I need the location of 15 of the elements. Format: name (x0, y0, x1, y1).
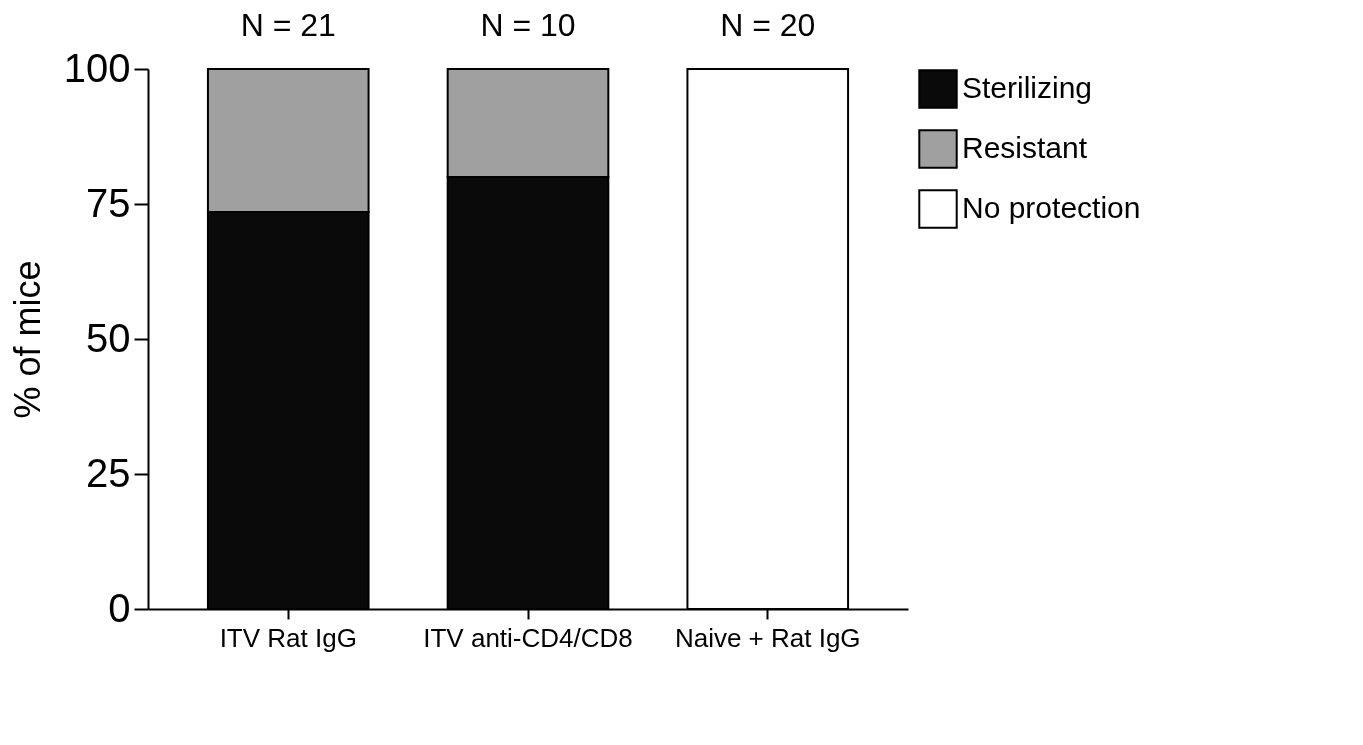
annotation: N = 20 (720, 7, 816, 43)
y-tick-label: 0 (108, 585, 131, 630)
x-tick-label: Naive + Rat IgG (674, 622, 861, 653)
y-tick-label: 75 (86, 180, 131, 225)
x-tick-label: ITV anti-CD4/CD8 (423, 622, 633, 653)
y-axis-title: % of mice (6, 260, 48, 419)
x-tick-label: ITV Rat IgG (219, 622, 357, 653)
legend-label: Sterilizing (962, 71, 1093, 104)
y-tick-label: 50 (86, 315, 131, 360)
legend-label: Resistant (962, 131, 1088, 164)
y-tick-label: 100 (63, 45, 131, 90)
legend-label: No protection (962, 191, 1141, 224)
y-tick-label: 25 (86, 450, 131, 495)
annotation: N = 10 (480, 7, 576, 43)
annotation: N = 21 (240, 7, 336, 43)
